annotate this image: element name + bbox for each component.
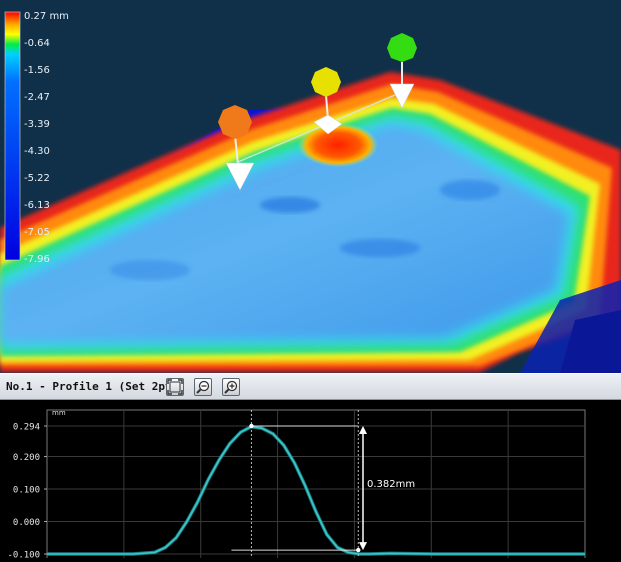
profile-chart-svg[interactable]: mm 0.294 0.200 0.100 0.000 -0.100 0.382mm — [0, 400, 621, 562]
y-tick-label: 0.294 — [13, 423, 40, 433]
color-scale-label: -1.56 — [24, 65, 50, 76]
color-scale-label: -6.13 — [24, 200, 50, 211]
profile-series-line — [47, 425, 585, 555]
color-scale-top-label: 0.27 mm — [24, 11, 69, 22]
y-tick-label: 0.100 — [13, 486, 40, 496]
color-scale-label: -0.64 — [24, 38, 50, 49]
height-arrow-head-bottom — [359, 542, 367, 551]
marker-orange[interactable] — [218, 105, 255, 191]
zoom-in-button[interactable] — [222, 378, 240, 396]
marker-green[interactable] — [387, 33, 417, 109]
zoom-out-icon — [196, 380, 210, 394]
3d-surface-canvas[interactable] — [0, 0, 621, 373]
color-scale-label: -7.96 — [24, 254, 50, 265]
y-axis-unit: mm — [52, 409, 66, 417]
chart-frame — [46, 409, 586, 562]
fit-view-button[interactable] — [166, 378, 184, 396]
profile-chart[interactable]: mm 0.294 0.200 0.100 0.000 -0.100 0.382mm — [0, 400, 621, 562]
profile-series — [47, 424, 585, 556]
color-scale-label: -4.30 — [24, 146, 50, 157]
color-scale-bar — [4, 11, 21, 261]
y-tick-label: 0.000 — [13, 518, 40, 528]
color-scale-label: -7.05 — [24, 227, 50, 238]
zoom-out-button[interactable] — [194, 378, 212, 396]
y-tick-label: 0.200 — [13, 453, 40, 463]
base-point — [356, 547, 361, 553]
color-scale-label: -5.22 — [24, 173, 50, 184]
zoom-in-icon — [224, 380, 238, 394]
surface-bump — [298, 123, 378, 167]
profile-toolbar: No.1 - Profile 1 (Set 2pt.) — [0, 373, 621, 400]
peak-point — [249, 423, 254, 429]
color-scale-label: -2.47 — [24, 92, 50, 103]
y-tick-label: -0.100 — [7, 551, 40, 559]
color-scale-label: -3.39 — [24, 119, 50, 130]
marker-yellow[interactable] — [311, 67, 343, 135]
fit-icon — [167, 379, 183, 395]
surface-floor — [0, 124, 570, 344]
height-annotation: 0.382mm — [231, 410, 415, 558]
profile-title: No.1 - Profile 1 (Set 2pt.) — [6, 380, 185, 393]
3d-surface-view[interactable]: 0.27 mm -0.64 -1.56 -2.47 -3.39 -4.30 -5… — [0, 0, 621, 373]
height-value-label: 0.382mm — [367, 479, 415, 490]
y-tick-labels: 0.294 0.200 0.100 0.000 -0.100 — [7, 423, 47, 561]
height-arrow-head-top — [359, 426, 367, 434]
